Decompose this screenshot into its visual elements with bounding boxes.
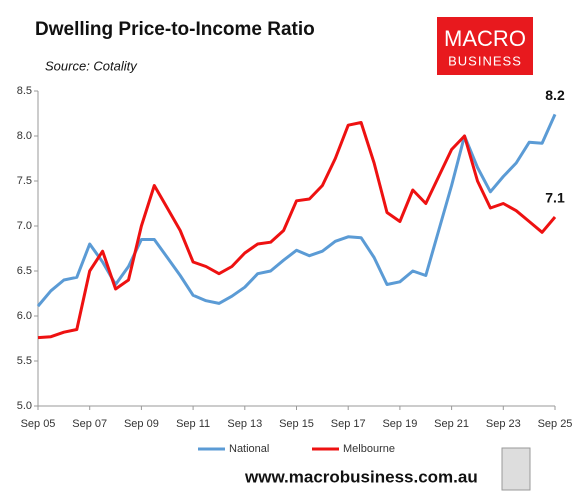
x-tick-label: Sep 07 (72, 418, 107, 430)
logo-box (437, 17, 533, 75)
y-tick-label: 6.0 (17, 310, 32, 322)
logo-icon (501, 447, 531, 491)
legend-label: Melbourne (343, 443, 395, 455)
y-tick-label: 5.5 (17, 355, 32, 367)
y-tick-label: 8.5 (17, 85, 32, 97)
x-tick-label: Sep 21 (434, 418, 469, 430)
x-tick-label: Sep 19 (382, 418, 417, 430)
y-tick-label: 5.0 (17, 400, 32, 412)
x-tick-label: Sep 17 (331, 418, 366, 430)
line (36, 113, 557, 308)
x-tick-label: Sep 11 (176, 418, 210, 430)
footer: www.macrobusiness.com.au (244, 467, 478, 486)
x-tick-label: Sep 05 (21, 418, 56, 430)
line (37, 121, 557, 340)
legend-label: National (229, 443, 269, 455)
chart-title: Dwelling Price-to-Income Ratio (35, 19, 315, 40)
y-tick-label: 8.0 (17, 130, 32, 142)
x-tick-label: Sep 15 (279, 418, 314, 430)
y-tick-label: 6.5 (17, 265, 32, 277)
x-tick-label: Sep 23 (486, 418, 521, 430)
chart-subtitle: Source: Cotality (45, 58, 138, 73)
x-tick-label: Sep 09 (124, 418, 159, 430)
logo-text: MACRO (444, 26, 526, 51)
x-tick-label: Sep 13 (227, 418, 262, 430)
value-label: 7.1 (545, 190, 565, 206)
value-label: 8.2 (545, 87, 565, 103)
y-tick-label: 7.5 (17, 175, 32, 187)
y-tick-label: 7.0 (17, 220, 32, 232)
x-tick-label: Sep 25 (538, 418, 573, 430)
logo-text: BUSINESS (448, 53, 522, 68)
